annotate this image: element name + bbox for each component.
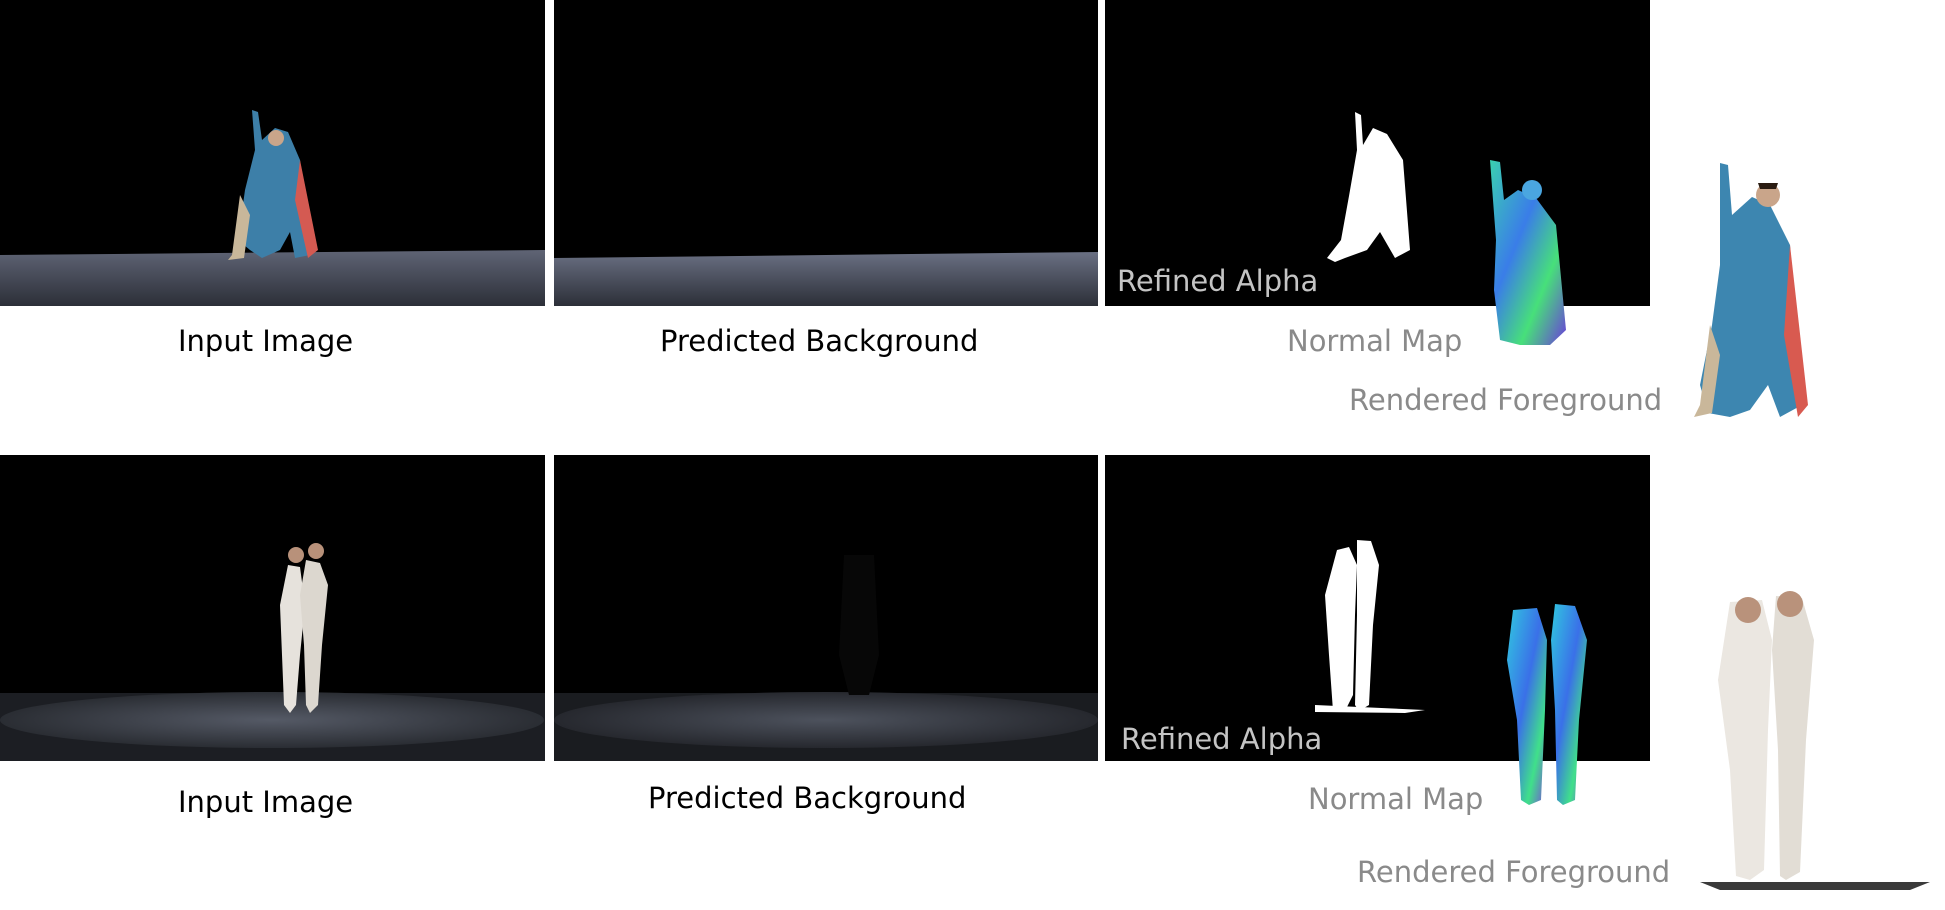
row1-normal-map-caption: Normal Map [1287, 324, 1463, 358]
row2-predicted-background [554, 455, 1098, 761]
row1-foreground-caption: Rendered Foreground [1349, 383, 1663, 417]
row1-rendered-foreground-image [1680, 155, 1840, 420]
row1-alpha-caption: Refined Alpha [1117, 264, 1319, 298]
row2-input-image-caption: Input Image [178, 785, 354, 819]
row1-input-image-caption: Input Image [178, 324, 354, 358]
row2-foreground-caption: Rendered Foreground [1357, 855, 1671, 889]
row1-normal-map-image [1470, 150, 1590, 350]
row2-normal-map-caption: Normal Map [1308, 782, 1484, 816]
row1-background-caption: Predicted Background [660, 324, 979, 358]
row2-alpha-caption: Refined Alpha [1121, 722, 1323, 756]
row2-rendered-foreground-image [1690, 590, 1945, 900]
row1-refined-alpha [1105, 0, 1650, 306]
row2-normal-map-image [1495, 600, 1615, 810]
row1-input-image [0, 0, 545, 306]
row1-predicted-background [554, 0, 1098, 306]
row2-input-image [0, 455, 545, 761]
row2-background-caption: Predicted Background [648, 781, 967, 815]
